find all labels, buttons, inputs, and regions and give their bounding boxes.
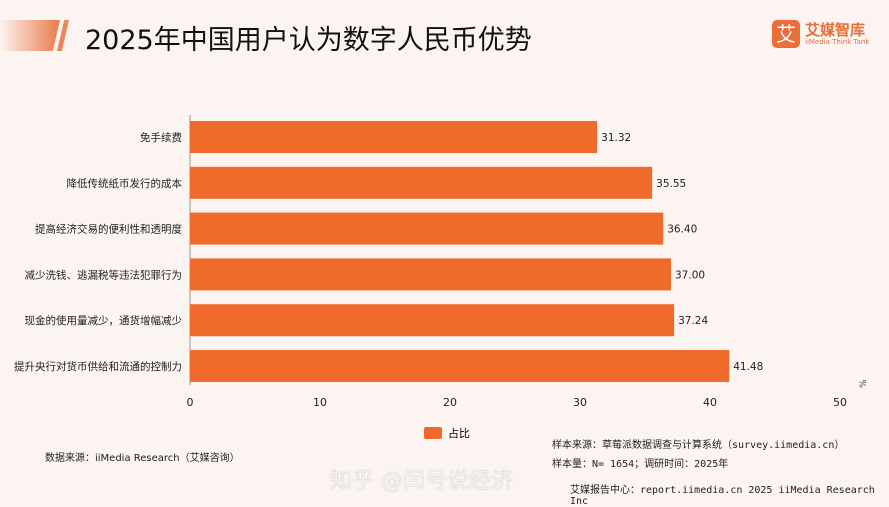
x-unit-label: % — [859, 379, 869, 388]
x-tick-label: 10 — [313, 396, 327, 409]
logo-subtext: iiMedia Think Tank — [805, 38, 870, 46]
bar — [190, 258, 671, 291]
category-label: 提升央行对货币供给和流通的控制力 — [14, 360, 182, 373]
x-tick-label: 50 — [833, 396, 847, 409]
x-tick-label: 30 — [573, 396, 587, 409]
x-tick-label: 20 — [443, 396, 457, 409]
value-label: 37.00 — [675, 269, 705, 281]
bar — [190, 121, 598, 153]
value-label: 35.55 — [656, 178, 686, 190]
category-label: 减少洗钱、逃漏税等违法犯罪行为 — [25, 268, 183, 281]
page-title: 2025年中国用户认为数字人民币优势 — [85, 25, 532, 56]
sample-source: 样本来源：草莓派数据调查与计算系统（survey.iimedia.cn） — [552, 440, 845, 451]
bar — [190, 304, 675, 337]
watermark: 知乎 @闫号说经济 — [330, 469, 513, 494]
category-label: 提高经济交易的便利性和透明度 — [35, 223, 182, 236]
logo-icon: 艾 — [772, 20, 800, 48]
value-label: 31.32 — [601, 132, 631, 144]
footer-text: 艾媒报告中心：report.iimedia.cn 2025 iiMedia Re… — [570, 485, 875, 507]
bar-chart: 免手续费 31.32 降低传统纸币发行的成本 35.55 提高经济交易的便利性和透明度 3… — [14, 115, 869, 409]
legend: 占比 — [424, 425, 470, 441]
x-tick-label: 40 — [703, 396, 717, 409]
legend-swatch — [424, 427, 442, 439]
logo-text: 艾媒智库 — [805, 21, 866, 39]
value-label: 37.24 — [678, 315, 708, 327]
bar — [190, 350, 730, 382]
category-label: 降低传统纸币发行的成本 — [67, 177, 183, 190]
data-source: 数据来源：iiMedia Research（艾媒咨询） — [45, 453, 240, 464]
value-label: 36.40 — [667, 224, 697, 236]
category-label: 免手续费 — [140, 131, 182, 144]
bar — [190, 212, 664, 245]
sample-size: 样本量：N= 1654；调研时间：2025年 — [552, 459, 729, 470]
category-label: 现金的使用量减少，通货增幅减少 — [25, 314, 183, 327]
value-label: 41.48 — [733, 361, 763, 373]
title-decoration — [0, 20, 60, 51]
legend-label: 占比 — [448, 427, 470, 440]
logo: 艾 艾媒智库 iiMedia Think Tank — [772, 20, 869, 48]
x-tick-label: 0 — [187, 396, 194, 409]
bar — [190, 166, 653, 199]
